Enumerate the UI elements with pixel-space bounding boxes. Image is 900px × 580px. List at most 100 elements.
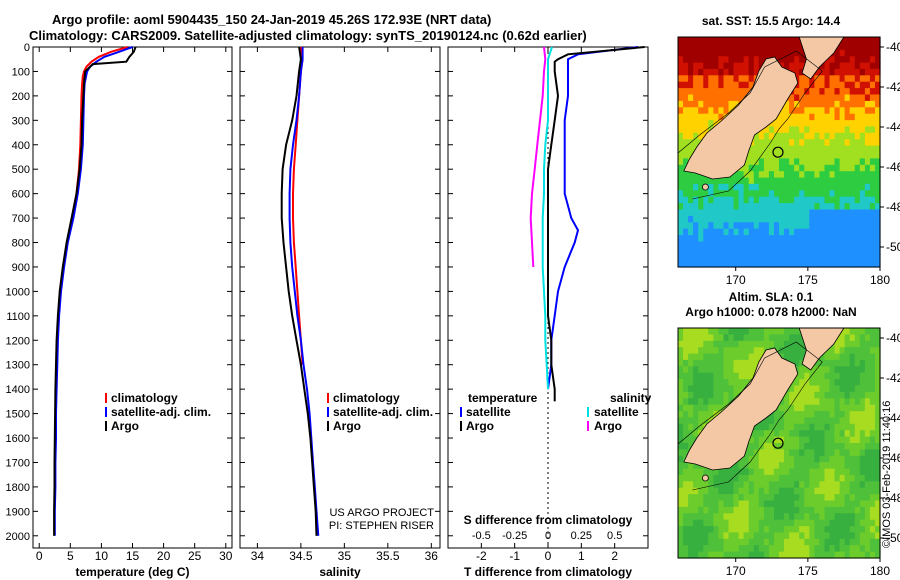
- map-cell: [819, 372, 825, 380]
- map-cell: [869, 423, 876, 431]
- map-cell: [834, 417, 841, 425]
- map-cell: [758, 347, 765, 355]
- map-cell: [733, 94, 740, 102]
- map-cell: [713, 404, 719, 412]
- map-cell: [763, 417, 770, 425]
- map-cell: [804, 526, 810, 534]
- map-cell: [844, 209, 851, 217]
- x-axis-label: salinity: [319, 565, 361, 579]
- map-cell: [733, 366, 740, 374]
- map-cell: [733, 379, 740, 387]
- map-cell: [733, 353, 740, 361]
- map-cell: [804, 411, 810, 419]
- map-cell: [784, 551, 790, 559]
- map-cell: [718, 88, 724, 96]
- map-cell: [733, 372, 740, 380]
- map-cell: [789, 538, 795, 546]
- map-cell: [844, 481, 851, 489]
- map-cell: [819, 158, 825, 166]
- map-cell: [703, 404, 709, 412]
- map-cell: [864, 379, 871, 387]
- y-tick-label: 1300: [6, 360, 30, 372]
- map-cell: [698, 68, 704, 76]
- map-cell: [683, 81, 689, 89]
- map-cell: [774, 43, 780, 51]
- map-cell: [713, 366, 719, 374]
- map-cell: [693, 260, 699, 268]
- map-cell: [678, 126, 684, 134]
- map-cell: [693, 359, 699, 367]
- map-cell: [824, 379, 831, 387]
- map-cell: [789, 519, 795, 527]
- map-cell: [748, 545, 755, 553]
- map-cell: [733, 551, 740, 559]
- map-cell: [789, 551, 795, 559]
- map-cell: [854, 411, 861, 419]
- map-cell: [708, 120, 714, 128]
- map-cell: [688, 398, 694, 406]
- map-cell: [854, 462, 861, 470]
- map-cell: [703, 196, 709, 204]
- map-cell: [718, 526, 724, 534]
- map-cell: [678, 328, 684, 335]
- map-cell: [809, 398, 815, 406]
- map-cell: [774, 328, 780, 335]
- map-cell: [829, 455, 836, 463]
- map-cell: [753, 430, 760, 438]
- map-cell: [738, 551, 745, 559]
- map-cell: [829, 404, 836, 412]
- map-cell: [819, 366, 825, 374]
- map-cell: [854, 49, 861, 57]
- map-cell: [693, 68, 699, 76]
- map-cell: [723, 215, 730, 223]
- map-cell: [875, 455, 881, 463]
- map-cell: [683, 423, 689, 431]
- map-cell: [839, 551, 846, 559]
- map-cell: [693, 538, 699, 546]
- map-cell: [733, 228, 740, 236]
- map-cell: [849, 228, 856, 236]
- map-cell: [748, 462, 755, 470]
- map-cell: [758, 37, 765, 44]
- map-cell: [768, 254, 775, 262]
- map-cell: [814, 196, 820, 204]
- map-cell: [718, 190, 724, 198]
- map-cell: [829, 398, 836, 406]
- map-cell: [804, 152, 810, 159]
- map-cell: [849, 417, 856, 425]
- map-cell: [875, 359, 881, 367]
- map-cell: [834, 347, 841, 355]
- map-cell: [748, 328, 755, 335]
- map-cell: [774, 152, 780, 159]
- map-cell: [683, 215, 689, 223]
- map-cell: [763, 222, 770, 230]
- map-cell: [839, 222, 846, 230]
- map-cell: [824, 107, 831, 115]
- map-cell: [774, 455, 780, 463]
- map-cell: [738, 254, 745, 262]
- map-cell: [693, 113, 699, 121]
- map-cell: [839, 443, 846, 450]
- map-cell: [784, 241, 790, 249]
- map-cell: [683, 183, 689, 191]
- map-cell: [678, 417, 684, 425]
- map-cell: [683, 126, 689, 134]
- map-cell: [723, 260, 730, 268]
- map-cell: [779, 404, 785, 412]
- map-cell: [844, 372, 851, 380]
- map-cell: [728, 385, 735, 393]
- map-cell: [829, 81, 836, 89]
- map-cell: [844, 100, 851, 108]
- map-cell: [794, 196, 800, 204]
- map-cell: [869, 132, 876, 140]
- map-cell: [794, 164, 800, 172]
- map-cell: [814, 391, 820, 399]
- map-cell: [864, 215, 871, 223]
- map-cell: [824, 417, 831, 425]
- map-cell: [849, 468, 856, 476]
- map-cell: [784, 203, 790, 211]
- map-cell: [779, 171, 785, 179]
- map-cell: [774, 519, 780, 527]
- map-cell: [748, 37, 755, 44]
- map-cell: [844, 158, 851, 166]
